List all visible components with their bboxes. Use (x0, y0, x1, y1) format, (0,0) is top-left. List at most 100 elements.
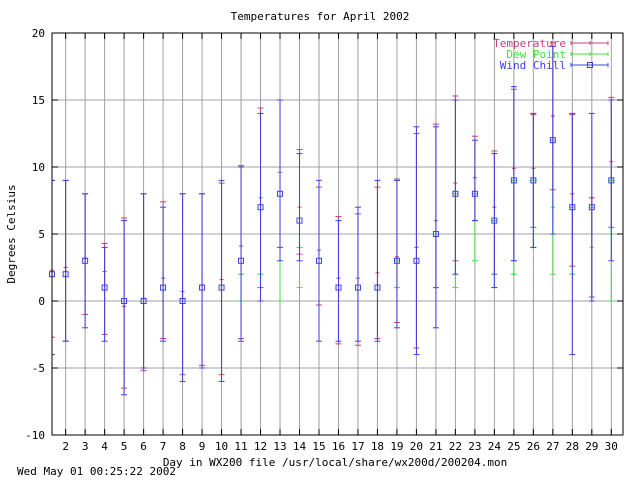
x-tick-label: 20 (410, 440, 423, 453)
legend-entry: Dew Point (506, 48, 609, 61)
data-point (393, 179, 400, 329)
point-marker-square (121, 298, 128, 304)
x-axis-label: Day in WX200 file /usr/local/share/wx200… (163, 456, 507, 469)
series-temperature (50, 41, 615, 389)
point-marker-square (101, 284, 108, 291)
series-dew-point (238, 139, 615, 302)
data-point (413, 126, 420, 356)
point-marker-square (432, 231, 439, 237)
x-tick-label: 18 (371, 440, 384, 453)
x-tick-label: 3 (82, 440, 89, 453)
point-marker-square (588, 204, 595, 211)
legend-entry: Wind Chill (500, 59, 609, 72)
point-marker-square (608, 177, 615, 184)
x-tick-label: 14 (293, 440, 307, 453)
legend-label: Dew Point (506, 48, 566, 61)
legend-entry: Temperature (493, 37, 609, 50)
x-tick-label: 10 (215, 440, 228, 453)
x-tick-label: 23 (468, 440, 481, 453)
point-marker-square (277, 190, 284, 197)
data-point (277, 99, 284, 262)
point-marker-square (179, 298, 186, 304)
point-marker-square (393, 257, 400, 264)
x-tick-label: 19 (390, 440, 403, 453)
x-tick-label: 22 (449, 440, 462, 453)
data-point (432, 126, 439, 329)
point-marker-square (62, 271, 69, 278)
x-tick-label: 16 (332, 440, 345, 453)
x-tick-label: 25 (507, 440, 520, 453)
series-wind-chill (49, 45, 615, 396)
x-tick-label: 26 (527, 440, 540, 453)
x-tick-label: 7 (160, 440, 167, 453)
error-bars (49, 41, 615, 396)
point-marker-square (530, 177, 537, 184)
point-marker-square (335, 284, 342, 291)
data-point (238, 166, 245, 342)
data-point (569, 112, 576, 356)
data-point (549, 45, 556, 235)
x-tick-label: 6 (140, 440, 147, 453)
data-point (471, 139, 478, 222)
point-marker-square (315, 257, 322, 264)
data-point (491, 153, 498, 289)
point-marker-square (413, 257, 420, 264)
data-point (121, 220, 128, 396)
point-marker-square (569, 204, 576, 211)
legend-label: Temperature (493, 37, 566, 50)
grid (52, 32, 623, 436)
data-point (179, 193, 186, 382)
point-marker-square (471, 190, 478, 197)
y-tick-label: 10 (32, 161, 45, 174)
x-tick-label: 17 (351, 440, 364, 453)
data-point (140, 193, 147, 369)
data-point (530, 112, 537, 248)
point-marker-square (140, 298, 147, 304)
point-marker-square (452, 190, 459, 197)
point-marker-square (354, 284, 361, 291)
chart-title: Temperatures for April 2002 (231, 10, 410, 23)
point-marker-square (374, 284, 381, 291)
point-marker-square (199, 284, 206, 291)
x-tick-label: 30 (605, 440, 618, 453)
y-tick-label: -10 (25, 429, 45, 442)
point-marker-square (257, 204, 264, 211)
x-tick-label: 5 (121, 440, 128, 453)
point-marker-square (160, 284, 167, 291)
x-tick-label: 4 (101, 440, 108, 453)
data-point (588, 112, 595, 302)
legend-marker-square (587, 62, 593, 68)
x-tick-label: 15 (312, 440, 325, 453)
data-point (315, 179, 322, 342)
data-point (510, 86, 517, 262)
x-tick-label: 12 (254, 440, 267, 453)
x-tick-label: 13 (273, 440, 286, 453)
data-point (160, 206, 167, 342)
point-marker-square (238, 257, 245, 264)
data-point (199, 193, 206, 369)
point-marker-square (491, 217, 498, 224)
point-marker-square (510, 177, 517, 184)
x-tick-label: 8 (179, 440, 186, 453)
x-tick-label: 9 (199, 440, 206, 453)
data-point (218, 179, 225, 382)
x-tick-label: 2 (62, 440, 69, 453)
legend-label: Wind Chill (500, 59, 566, 72)
data-point (374, 179, 381, 342)
data-point (452, 99, 459, 275)
x-tick-label: 28 (566, 440, 579, 453)
data-point (296, 153, 303, 262)
point-marker-square (218, 284, 225, 291)
data-point (335, 220, 342, 342)
data-point (354, 206, 361, 342)
data-point (101, 246, 108, 342)
data-point (82, 193, 89, 329)
y-tick-label: 0 (38, 295, 45, 308)
data-point (257, 112, 264, 302)
x-tick-label: 21 (429, 440, 442, 453)
y-tick-label: 5 (38, 228, 45, 241)
y-axis-label: Degrees Celsius (5, 184, 18, 283)
